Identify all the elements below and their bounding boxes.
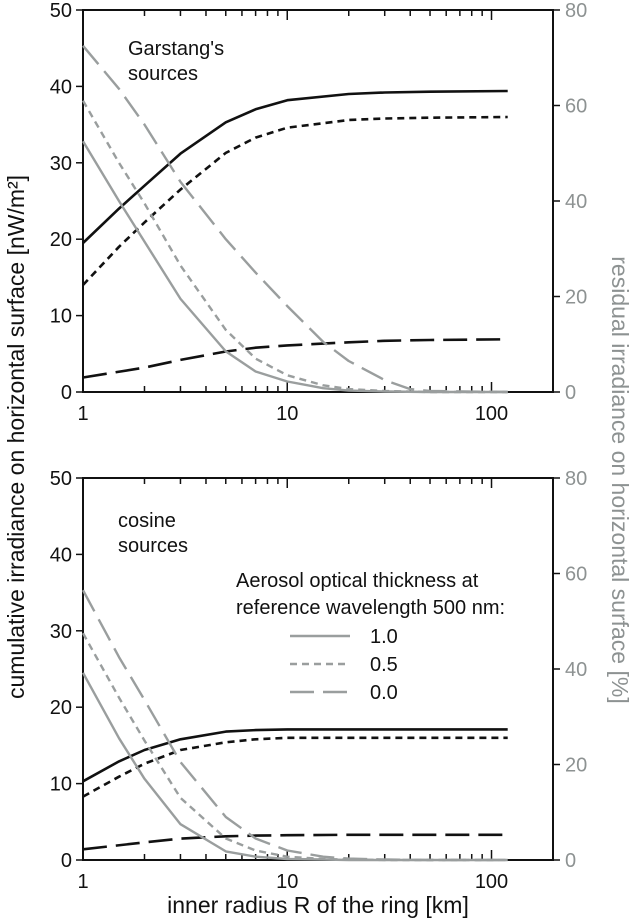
- y-tick-label-right: 20: [565, 755, 587, 777]
- y-tick-label-right: 40: [565, 659, 587, 681]
- top-panel: 1 10 100 0 10 20 30 40 50 0 20 40 60 80 Garstang's sour…: [50, 0, 588, 425]
- legend-label-3: 0.0: [370, 682, 398, 704]
- y-tick-label-left: 10: [50, 306, 72, 328]
- series-gray-solid-line: [81, 140, 508, 394]
- panel-annotation-line1: Garstang's: [128, 38, 224, 60]
- y-tick-label-right: 0: [565, 850, 576, 872]
- y-tick-label-right: 20: [565, 287, 587, 309]
- y-tick-label-left: 30: [50, 153, 72, 175]
- series-black-solid-line: [82, 89, 508, 244]
- y-tick-label-left: 30: [50, 621, 72, 643]
- y-tick-label-right: 40: [565, 191, 587, 213]
- panel-annotation-line1: cosine: [118, 510, 176, 532]
- x-tick-label: 10: [276, 403, 298, 425]
- y-tick-label-right: 80: [565, 468, 587, 490]
- series-gray-short-dash-line: [81, 632, 508, 862]
- x-axis-label: inner radius R of the ring [km]: [167, 892, 469, 918]
- x-tick-label: 100: [475, 403, 508, 425]
- series-gray-long-dash-line: [81, 589, 508, 862]
- legend: Aerosol optical thickness at reference w…: [236, 570, 505, 704]
- y-tick-label-right: 60: [565, 96, 587, 118]
- legend-title-line1: Aerosol optical thickness at: [236, 570, 479, 592]
- series-gray-long-dash-line: [82, 45, 508, 394]
- y-tick-label-left: 20: [50, 229, 72, 251]
- y-tick-label-left: 20: [50, 697, 72, 719]
- series-black-long-dash-line: [82, 833, 508, 851]
- y-tick-label-left: 0: [61, 382, 72, 404]
- series-black-short-dash-line: [82, 115, 508, 286]
- y-tick-label-left: 10: [50, 774, 72, 796]
- series-black-solid-line: [82, 728, 508, 783]
- y-tick-label-left: 50: [50, 0, 72, 22]
- y-tick-label-left: 0: [61, 850, 72, 872]
- y-tick-label-right: 60: [565, 564, 587, 586]
- series-gray-solid-line: [81, 672, 508, 862]
- y-tick-label-left: 50: [50, 468, 72, 490]
- panel-annotation-line2: sources: [118, 535, 188, 557]
- series-gray-short-dash-line: [81, 100, 508, 394]
- y-tick-label-left: 40: [50, 544, 72, 566]
- x-tick-label: 100: [475, 871, 508, 893]
- y-tick-label-right: 0: [565, 382, 576, 404]
- legend-label-2: 0.5: [370, 654, 398, 676]
- bottom-panel: 1 10 100 0 10 20 30 40 50 0 20 40 60 80 cosine sources: [50, 468, 588, 893]
- panel-annotation-line2: sources: [128, 63, 198, 85]
- x-tick-label: 1: [77, 871, 88, 893]
- series-black-short-dash-line: [82, 736, 508, 798]
- x-tick-label: 1: [77, 403, 88, 425]
- legend-label-1: 1.0: [370, 626, 398, 648]
- right-axis-label: residual irradiance on horizontal surfac…: [607, 256, 632, 703]
- legend-title-line2: reference wavelength 500 nm:: [236, 597, 505, 619]
- y-tick-label-right: 80: [565, 0, 587, 22]
- left-axis-label: cumulative irradiance on horizontal surf…: [3, 175, 29, 699]
- y-tick-label-left: 40: [50, 76, 72, 98]
- series-black-long-dash-line: [82, 338, 508, 379]
- x-tick-label: 10: [276, 871, 298, 893]
